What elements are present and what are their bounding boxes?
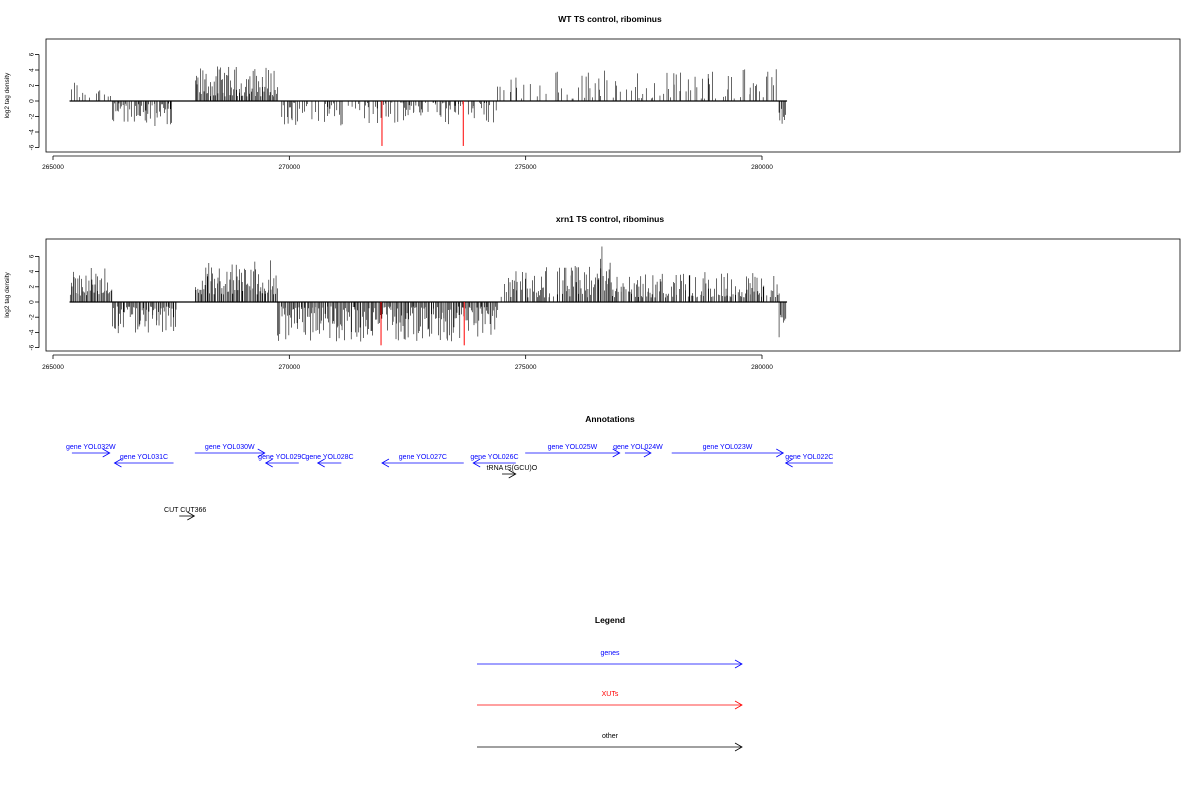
legend-item-other: other bbox=[477, 733, 743, 752]
arrow-left-icon bbox=[316, 458, 325, 468]
annotation-feature: gene YOL026C bbox=[470, 454, 519, 468]
feature-label: tRNA tS(GCU)O bbox=[487, 465, 538, 472]
legend-label: other bbox=[602, 733, 619, 740]
legend-item-xuts: XUTs bbox=[477, 691, 743, 710]
y-tick-label: 6 bbox=[29, 254, 36, 258]
arrow-left-icon bbox=[113, 458, 122, 468]
arrow-right-icon bbox=[102, 448, 111, 458]
annotation-feature: gene YOL032W bbox=[66, 444, 116, 458]
legend-label: genes bbox=[600, 650, 620, 657]
y-tick-label: 4 bbox=[29, 269, 36, 273]
arrow-right-icon bbox=[612, 448, 621, 458]
feature-label: gene YOL027C bbox=[399, 454, 447, 461]
annotation-feature: gene YOL024W bbox=[613, 444, 663, 458]
arrow-right-icon bbox=[643, 448, 652, 458]
y-tick-label: 2 bbox=[29, 285, 36, 289]
x-tick-label: 275000 bbox=[515, 164, 537, 171]
feature-label: gene YOL024W bbox=[613, 444, 663, 451]
arrow-right-icon bbox=[187, 511, 196, 521]
legend-item-genes: genes bbox=[477, 650, 743, 669]
y-tick-label: 0 bbox=[29, 300, 36, 304]
y-tick-label: -4 bbox=[29, 329, 36, 335]
arrow-right-icon bbox=[257, 448, 266, 458]
x-tick-label: 280000 bbox=[751, 364, 773, 371]
arrow-left-icon bbox=[381, 458, 390, 468]
feature-label: gene YOL025W bbox=[548, 444, 598, 451]
annotations-panel: Annotations gene YOL032W gene YOL031C gene … bbox=[66, 414, 833, 521]
y-tick-label: 0 bbox=[29, 99, 36, 103]
feature-label: gene YOL026C bbox=[470, 454, 518, 461]
y-tick-label: -6 bbox=[29, 344, 36, 350]
annotation-feature: gene YOL030W bbox=[194, 444, 266, 458]
y-tick-label: -2 bbox=[29, 314, 36, 320]
arrow-right-icon bbox=[734, 742, 743, 752]
y-tick-label: 6 bbox=[29, 52, 36, 56]
plot-frame bbox=[45, 38, 1181, 153]
annotation-feature: gene YOL028C bbox=[305, 454, 354, 468]
arrow-left-icon bbox=[784, 458, 793, 468]
feature-label: gene YOL023W bbox=[703, 444, 753, 451]
y-axis-label: log2 tag density bbox=[4, 271, 11, 317]
plot-frame bbox=[45, 238, 1181, 352]
y-tick-label: -2 bbox=[29, 113, 36, 119]
feature-label: gene YOL031C bbox=[120, 454, 168, 461]
y-tick-label: -6 bbox=[29, 144, 36, 150]
arrow-left-icon bbox=[264, 458, 273, 468]
y-tick-label: 2 bbox=[29, 83, 36, 87]
feature-label: CUT CUT366 bbox=[164, 507, 206, 514]
annotation-feature: CUT CUT366 bbox=[164, 507, 206, 521]
x-tick-label: 270000 bbox=[278, 364, 300, 371]
panel-title: WT TS control, ribominus bbox=[558, 14, 662, 24]
legend-label: XUTs bbox=[602, 691, 619, 698]
y-tick-label: 4 bbox=[29, 68, 36, 72]
annotation-feature: gene YOL025W bbox=[525, 444, 621, 458]
x-tick-label: 280000 bbox=[751, 164, 773, 171]
annotation-feature: gene YOL031C bbox=[113, 454, 174, 468]
x-tick-label: 265000 bbox=[42, 364, 64, 371]
x-tick-label: 265000 bbox=[42, 164, 64, 171]
arrow-left-icon bbox=[472, 458, 481, 468]
feature-label: gene YOL030W bbox=[205, 444, 255, 451]
feature-label: gene YOL028C bbox=[305, 454, 353, 461]
track-panel-1: WT TS control, ribominus 6 4 2 0 -2 -4 -6 log2 t… bbox=[4, 14, 1181, 171]
arrow-right-icon bbox=[776, 448, 785, 458]
arrow-right-icon bbox=[508, 469, 517, 479]
panel-title: xrn1 TS control, ribominus bbox=[556, 214, 664, 224]
x-tick-label: 270000 bbox=[278, 164, 300, 171]
annotation-feature: tRNA tS(GCU)O bbox=[487, 465, 538, 479]
feature-label: gene YOL022C bbox=[785, 454, 833, 461]
feature-label: gene YOL029C bbox=[258, 454, 306, 461]
arrow-right-icon bbox=[734, 700, 743, 710]
annotation-feature: gene YOL027C bbox=[381, 454, 464, 468]
annotations-title: Annotations bbox=[585, 414, 635, 424]
arrow-right-icon bbox=[734, 659, 743, 669]
feature-label: gene YOL032W bbox=[66, 444, 116, 451]
legend: Legend genes XUTs other bbox=[477, 615, 743, 752]
annotation-feature: gene YOL023W bbox=[671, 444, 785, 458]
annotation-feature: gene YOL022C bbox=[784, 454, 833, 468]
y-tick-label: -4 bbox=[29, 129, 36, 135]
annotation-feature: gene YOL029C bbox=[258, 454, 306, 468]
x-tick-label: 275000 bbox=[515, 364, 537, 371]
track-panel-2: xrn1 TS control, ribominus 6 4 2 0 -2 -4 -6 log2… bbox=[4, 214, 1181, 371]
legend-title: Legend bbox=[595, 615, 625, 625]
y-axis-label: log2 tag density bbox=[4, 72, 11, 118]
